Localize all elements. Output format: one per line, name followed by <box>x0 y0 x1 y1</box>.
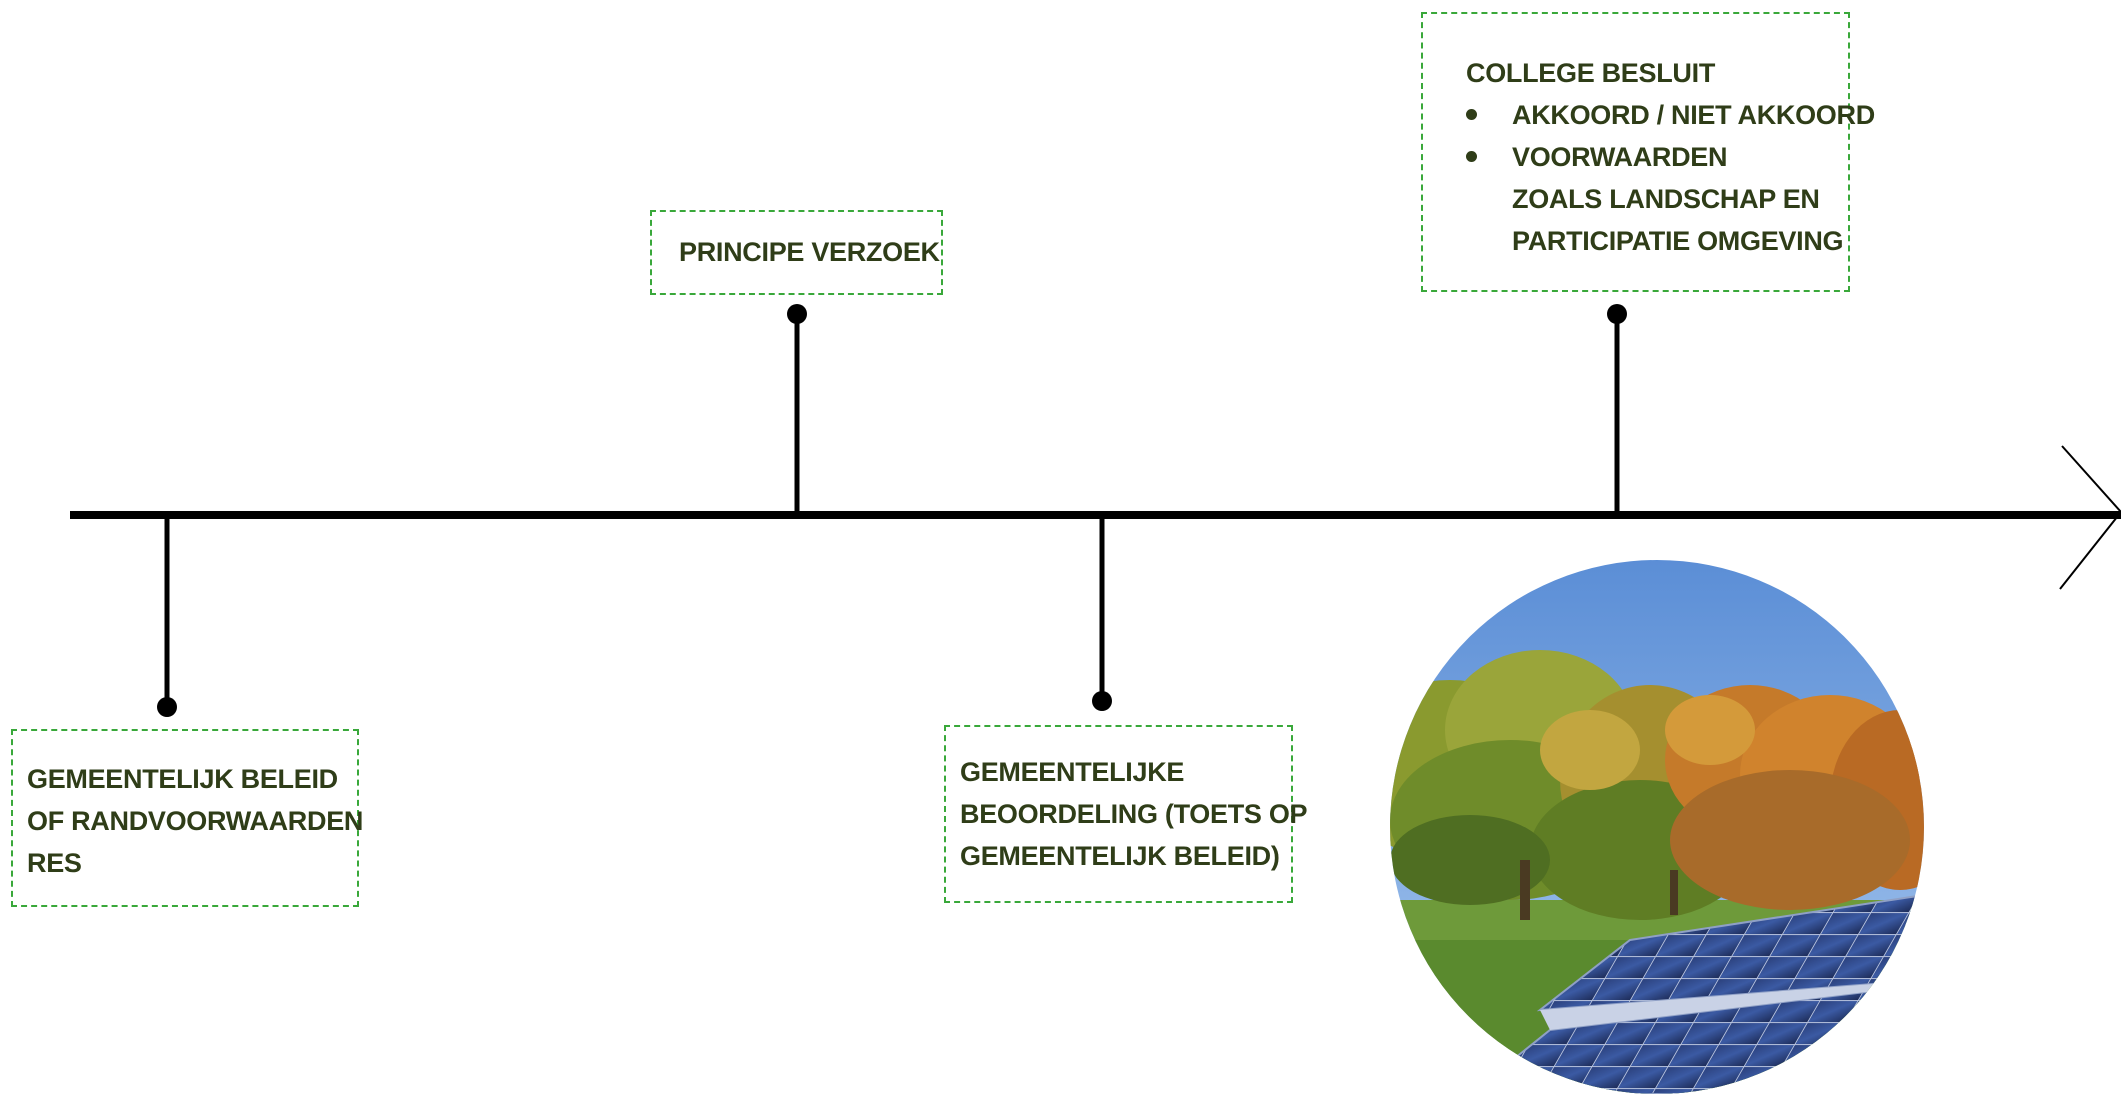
milestone-box-beleid: GEMEENTELIJK BELEID OF RANDVOORWAARDEN R… <box>11 729 364 907</box>
milestone-box-principe: PRINCIPE VERZOEK <box>650 210 943 295</box>
besluit-bullet-2-line-1: VOORWAARDEN <box>1512 142 1728 172</box>
milestone-box-besluit: COLLEGE BESLUIT AKKOORD / NIET AKKOORD V… <box>1421 12 1875 292</box>
besluit-bullet-2: VOORWAARDEN ZOALS LANDSCHAP EN PARTICIPA… <box>1466 136 1848 262</box>
beleid-line-3: RES <box>27 848 82 878</box>
besluit-bullet-1: AKKOORD / NIET AKKOORD <box>1466 94 1875 136</box>
beleid-line-2: OF RANDVOORWAARDEN <box>27 806 364 836</box>
beoordeling-line-3: GEMEENTELIJK BELEID) <box>960 841 1280 871</box>
principe-line-1: PRINCIPE VERZOEK <box>679 237 940 267</box>
solar-panel-photo <box>1390 560 1924 1094</box>
dot-besluit <box>1607 304 1627 324</box>
tree-canopy <box>1390 650 1924 920</box>
bullet-icon <box>1466 151 1477 162</box>
beoordeling-line-1: GEMEENTELIJKE <box>960 757 1185 787</box>
beleid-line-1: GEMEENTELIJK BELEID <box>27 764 338 794</box>
bullet-icon <box>1466 109 1477 120</box>
dot-beleid <box>157 697 177 717</box>
besluit-bullet-2-line-3: PARTICIPATIE OMGEVING <box>1512 226 1844 256</box>
dot-beoordeling <box>1092 691 1112 711</box>
besluit-title: COLLEGE BESLUIT <box>1466 58 1716 88</box>
besluit-bullet-1-line-1: AKKOORD / NIET AKKOORD <box>1512 100 1875 130</box>
besluit-bullet-list: AKKOORD / NIET AKKOORD VOORWAARDEN ZOALS… <box>1466 94 1875 262</box>
timeline-arrow-head <box>2059 445 2121 590</box>
beoordeling-line-2: BEOORDELING (TOETS OP <box>960 799 1308 829</box>
besluit-bullet-2-line-2: ZOALS LANDSCHAP EN <box>1512 184 1820 214</box>
dot-principe <box>787 304 807 324</box>
solar-field-illustration <box>1390 560 1924 1094</box>
milestone-box-beoordeling: GEMEENTELIJKE BEOORDELING (TOETS OP GEME… <box>944 725 1308 903</box>
